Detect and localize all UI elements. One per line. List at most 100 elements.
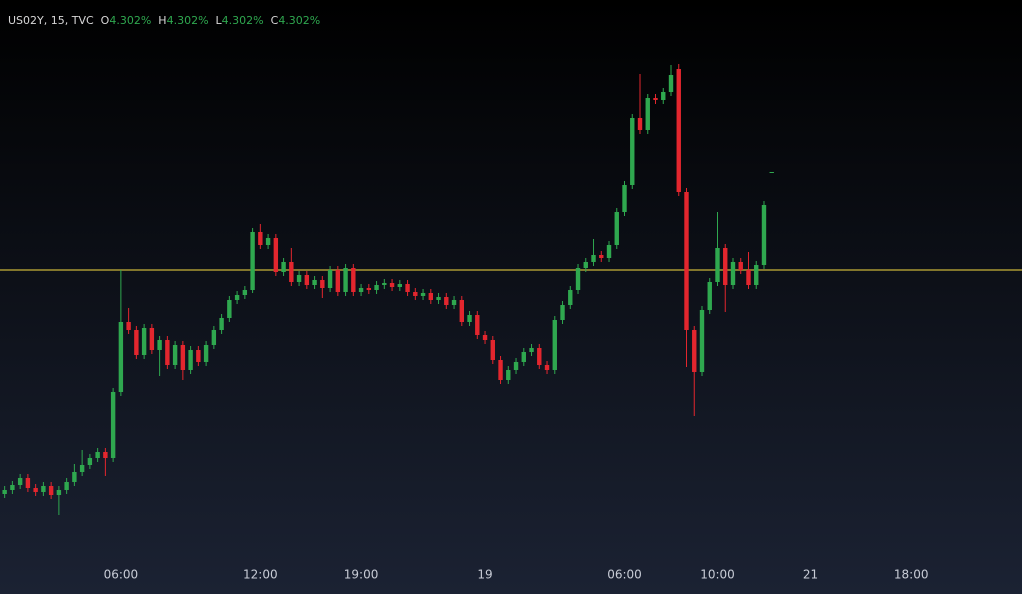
candle-body: [335, 270, 341, 292]
candle-body: [343, 268, 348, 292]
candle-body: [304, 275, 310, 285]
candle-body: [227, 300, 232, 318]
candle-body: [234, 295, 240, 300]
symbol: US02Y, 15, TVC: [8, 14, 94, 27]
candle-body: [436, 297, 441, 300]
candle-body: [723, 248, 728, 285]
candle-body: [312, 280, 317, 285]
candle-body: [498, 360, 503, 380]
candle-body: [79, 465, 85, 472]
candle-body: [196, 350, 201, 362]
candle-body: [103, 452, 108, 458]
candle-body: [490, 340, 495, 360]
candle-body: [17, 478, 23, 485]
candle-body: [715, 248, 720, 282]
candle-body: [606, 245, 612, 258]
legend-value: 4.302%: [109, 14, 151, 27]
candle-body: [754, 265, 759, 285]
candle-body: [544, 365, 550, 370]
candle-body: [141, 328, 147, 355]
candle-body: [382, 283, 387, 285]
legend-value: 4.302%: [278, 14, 320, 27]
candle-body: [699, 310, 705, 372]
candle-body: [265, 238, 271, 245]
candle-body: [48, 486, 54, 495]
candle-body: [296, 275, 302, 282]
candle-body: [552, 320, 557, 370]
candle-body: [41, 486, 46, 492]
candle-body: [219, 318, 224, 330]
candle-body: [560, 305, 565, 320]
candle-body: [64, 482, 69, 490]
candle-body: [583, 262, 588, 268]
candle-body: [351, 268, 356, 292]
candle-body: [172, 345, 178, 365]
candle-body: [358, 288, 364, 292]
candle-body: [374, 285, 379, 290]
candle-body: [134, 330, 139, 355]
candle-body: [289, 262, 294, 282]
candle-body: [250, 232, 255, 290]
candle-body: [242, 290, 248, 295]
candle-body: [211, 330, 217, 345]
candle-body: [668, 75, 674, 92]
candle-body: [692, 330, 697, 372]
candle-body: [110, 392, 116, 458]
x-tick-label: 06:00: [607, 568, 642, 582]
candle-body: [444, 297, 449, 305]
candle-body: [118, 322, 124, 392]
candle-body: [165, 340, 170, 365]
candle-body: [420, 293, 426, 296]
candle-body: [591, 255, 596, 262]
candle-body: [746, 270, 751, 285]
candle-body: [506, 370, 511, 380]
candle-body: [149, 328, 155, 350]
candle-body: [482, 335, 488, 340]
legend-value: 4.302%: [222, 14, 264, 27]
candle-body: [72, 472, 77, 482]
candle-body: [405, 284, 410, 292]
candle-body: [25, 478, 31, 488]
candle-body: [157, 340, 162, 350]
candle-body: [389, 283, 395, 287]
candle-body: [2, 490, 7, 494]
x-tick-label: 12:00: [243, 568, 278, 582]
candle-body: [56, 490, 62, 495]
candle-body: [614, 212, 619, 245]
candle-body: [87, 458, 93, 465]
x-tick-label: 18:00: [894, 568, 929, 582]
candle-body: [126, 322, 131, 330]
candle-body: [273, 238, 279, 272]
candle-body: [366, 288, 372, 290]
candle-body: [537, 348, 542, 365]
header: US02Y, 15, TVC O 4.302% H 4.302% L 4.302% C 4.3…: [8, 14, 320, 27]
candle-body: [413, 292, 418, 296]
candle-body: [661, 92, 666, 100]
candle-body: [529, 348, 534, 352]
candle-body: [10, 485, 15, 490]
legend-key: O: [101, 14, 110, 27]
candle-body: [397, 284, 403, 287]
candle-body: [730, 262, 736, 285]
candle-body: [761, 205, 767, 265]
x-tick-label: 10:00: [700, 568, 735, 582]
candle-body: [467, 315, 472, 322]
legend-key: H: [158, 14, 166, 27]
x-tick-label: 06:00: [104, 568, 139, 582]
candle-body: [521, 352, 526, 362]
candle-body: [707, 282, 712, 310]
candle-body: [327, 270, 333, 288]
candle-body: [33, 488, 38, 492]
candle-body: [451, 300, 457, 305]
legend-key: L: [216, 14, 223, 27]
candle-body: [459, 300, 464, 322]
candle-body: [188, 350, 193, 370]
candle-body: [769, 172, 774, 173]
candle-body: [513, 362, 519, 370]
candle-body: [653, 98, 658, 100]
candle-body: [637, 118, 643, 130]
candle-body: [475, 315, 480, 335]
